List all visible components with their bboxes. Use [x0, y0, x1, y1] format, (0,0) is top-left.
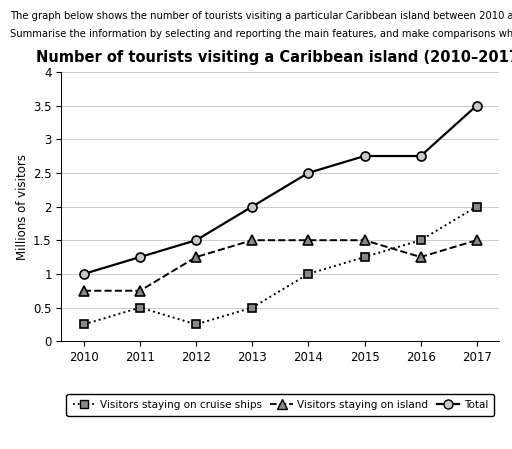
Y-axis label: Millions of visitors: Millions of visitors [16, 154, 29, 260]
Legend: Visitors staying on cruise ships, Visitors staying on island, Total: Visitors staying on cruise ships, Visito… [67, 394, 494, 416]
Text: The graph below shows the number of tourists visiting a particular Caribbean isl: The graph below shows the number of tour… [10, 11, 512, 21]
Title: Number of tourists visiting a Caribbean island (2010–2017): Number of tourists visiting a Caribbean … [35, 50, 512, 65]
Text: Summarise the information by selecting and reporting the main features, and make: Summarise the information by selecting a… [10, 29, 512, 39]
